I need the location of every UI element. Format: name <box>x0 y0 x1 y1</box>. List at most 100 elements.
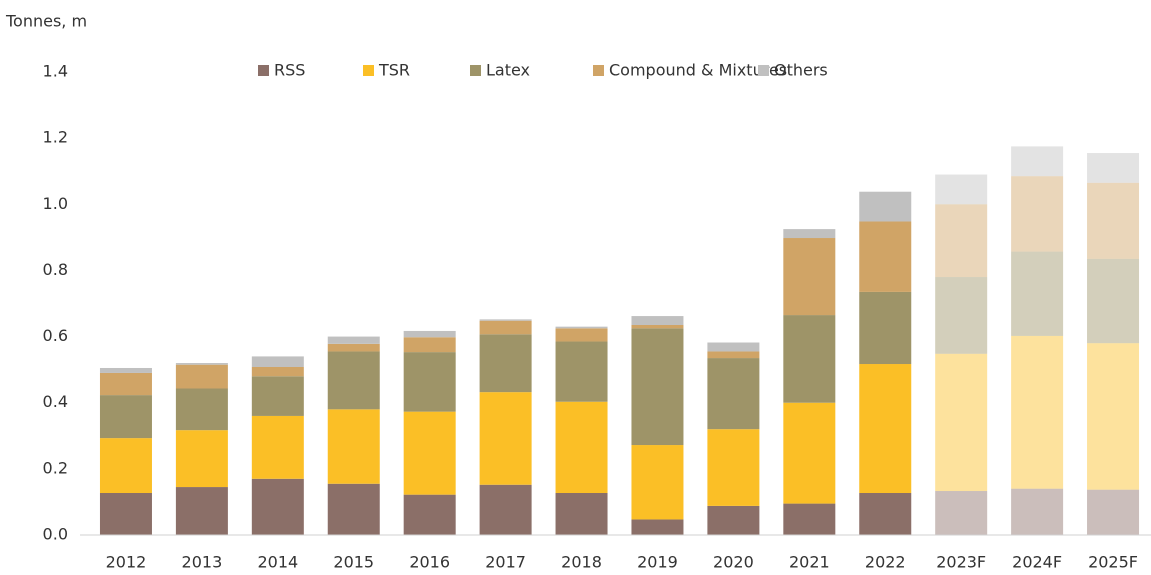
bar-segment <box>935 204 988 278</box>
bar-segment <box>175 487 228 535</box>
bar-segment <box>175 363 228 365</box>
bar-segment <box>327 483 380 535</box>
legend-swatch <box>258 65 269 76</box>
bar-segment <box>783 402 836 504</box>
legend-label: Others <box>774 61 828 80</box>
bar-segment <box>479 320 532 335</box>
legend-swatch <box>363 65 374 76</box>
x-tick-label: 2025F <box>1088 553 1138 572</box>
bar-segment <box>327 343 380 352</box>
y-tick-label: 1.2 <box>43 128 68 147</box>
bar-segment <box>935 277 988 354</box>
x-tick-label: 2014 <box>257 553 298 572</box>
y-axis-label: Tonnes, m <box>5 12 87 31</box>
x-tick-label: 2024F <box>1012 553 1062 572</box>
bar-segment <box>859 492 912 535</box>
bar-segment <box>327 409 380 484</box>
bar-segment <box>555 492 608 535</box>
x-tick-label: 2021 <box>789 553 830 572</box>
bar-segment <box>555 341 608 402</box>
bar-segment <box>935 353 988 492</box>
y-tick-label: 0.8 <box>43 260 68 279</box>
bar-segment <box>403 352 456 412</box>
bar-segment <box>175 364 228 389</box>
legend-label: TSR <box>378 61 410 80</box>
bar-segment <box>707 342 760 352</box>
y-tick-label: 1.0 <box>43 194 68 213</box>
x-tick-label: 2018 <box>561 553 602 572</box>
legend-swatch <box>758 65 769 76</box>
bar-segment <box>555 326 608 329</box>
bar-segment <box>403 330 456 338</box>
bar-segment <box>1011 488 1064 535</box>
bar-segment <box>783 238 836 316</box>
y-tick-label: 0.2 <box>43 458 68 477</box>
y-tick-label: 1.4 <box>43 62 68 81</box>
bar-segment <box>783 315 836 403</box>
bar-segment <box>555 328 608 342</box>
bar-segment <box>251 415 304 479</box>
x-tick-label: 2023F <box>936 553 986 572</box>
bar-segment <box>1087 258 1140 344</box>
legend-swatch <box>470 65 481 76</box>
bar-segment <box>631 324 684 329</box>
legend-label: RSS <box>274 61 305 80</box>
bar-segment <box>555 401 608 493</box>
bar-segment <box>327 336 380 344</box>
bar-segment <box>403 337 456 353</box>
bar-segment <box>327 351 380 410</box>
bar-segment <box>935 174 988 205</box>
bar-segment <box>935 491 988 535</box>
x-tick-label: 2013 <box>182 553 223 572</box>
bar-segment <box>1011 335 1064 489</box>
legend-swatch <box>593 65 604 76</box>
x-tick-label: 2022 <box>865 553 906 572</box>
bar-segment <box>99 395 152 439</box>
x-tick-label: 2016 <box>409 553 450 572</box>
bar-segment <box>859 364 912 493</box>
y-tick-label: 0.4 <box>43 392 68 411</box>
bar-segment <box>1011 176 1064 252</box>
x-tick-label: 2019 <box>637 553 678 572</box>
legend-label: Latex <box>486 61 530 80</box>
bar-segment <box>251 356 304 367</box>
bar-segment <box>1087 182 1140 259</box>
bar-segment <box>99 367 152 373</box>
bar-segment <box>403 411 456 495</box>
bar-segment <box>1011 251 1064 336</box>
x-tick-label: 2012 <box>106 553 147 572</box>
bar-segment <box>707 358 760 430</box>
legend-label: Compound & Mixtures <box>609 61 787 80</box>
bar-segment <box>251 478 304 535</box>
bar-segment <box>479 319 532 321</box>
bar-segment <box>251 366 304 377</box>
bar-segment <box>631 316 684 325</box>
x-tick-label: 2017 <box>485 553 526 572</box>
bar-segment <box>859 291 912 365</box>
bar-segment <box>99 372 152 396</box>
bar-segment <box>859 191 912 222</box>
bar-segment <box>1087 489 1140 535</box>
bar-segment <box>783 229 836 239</box>
bar-segment <box>175 388 228 431</box>
bar-segment <box>1087 153 1140 183</box>
bar-segment <box>1087 343 1140 490</box>
bar-segment <box>631 328 684 446</box>
y-tick-label: 0.6 <box>43 326 68 345</box>
bar-segment <box>631 519 684 535</box>
bar-segment <box>707 505 760 535</box>
x-tick-label: 2020 <box>713 553 754 572</box>
bar-segment <box>99 438 152 493</box>
bar-segment <box>631 445 684 520</box>
bar-segment <box>1011 146 1064 177</box>
bar-segment <box>707 351 760 359</box>
bar-segment <box>479 392 532 485</box>
bar-segment <box>99 492 152 535</box>
x-tick-label: 2015 <box>333 553 374 572</box>
bar-segment <box>707 429 760 506</box>
bar-segment <box>479 334 532 393</box>
bar-segment <box>479 484 532 535</box>
bar-segment <box>251 376 304 416</box>
bar-segment <box>175 430 228 488</box>
